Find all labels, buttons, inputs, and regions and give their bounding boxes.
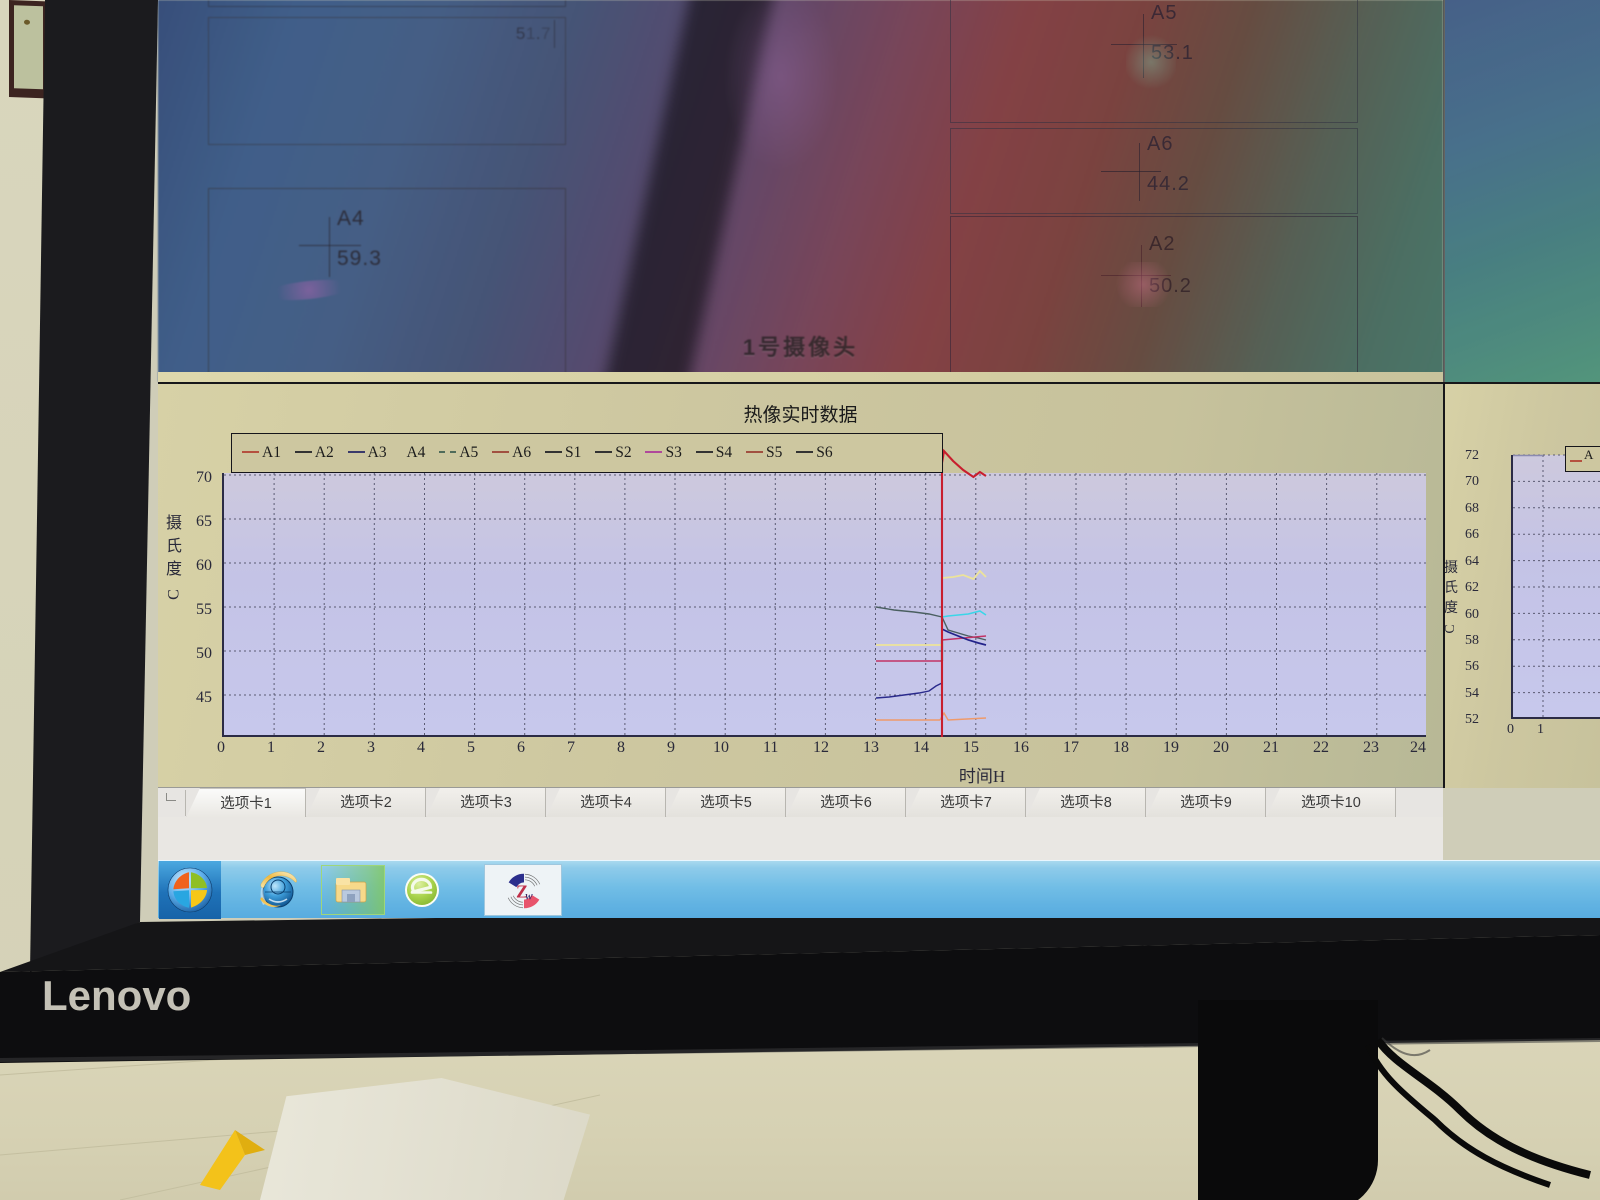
svg-text:w: w [525,891,533,903]
